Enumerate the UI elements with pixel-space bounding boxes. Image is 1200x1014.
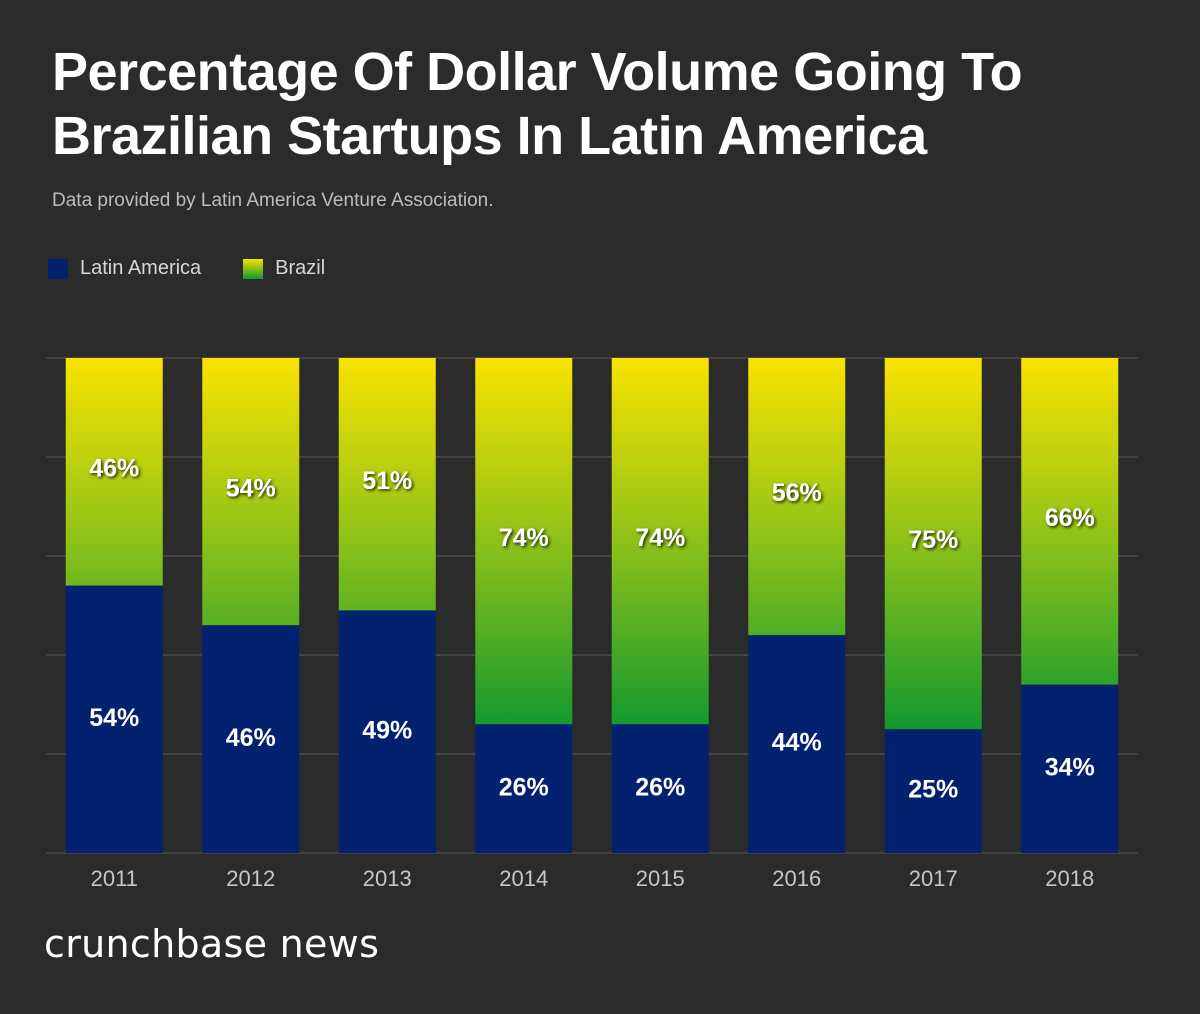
legend-label-latin-america: Latin America [80, 257, 202, 279]
bar-latin-america-2012 [202, 625, 300, 853]
label-brazil-2012: 54% [226, 474, 276, 502]
bars [65, 358, 1119, 853]
bar-latin-america-2018 [1021, 684, 1119, 853]
legend-item-latin-america: Latin America [48, 257, 201, 280]
label-brazil-2018: 66% [1045, 504, 1095, 532]
bar-brazil-2014 [475, 358, 573, 725]
chart-title-line-1: Percentage Of Dollar Volume Going To [52, 42, 1023, 102]
x-tick-2011: 2011 [91, 866, 138, 891]
bar-brazil-2013 [338, 358, 436, 611]
bar-latin-america-2013 [338, 610, 436, 853]
x-tick-2016: 2016 [772, 866, 821, 891]
chart-legend: Latin America Brazil [48, 257, 367, 280]
x-axis-ticks: 2011 2012 2013 2014 2015 2016 2017 2018 [91, 866, 1095, 891]
label-brazil-2016: 56% [772, 479, 822, 507]
crunchbase-news-logo: crunchbase news [44, 922, 380, 966]
bar-latin-america-2014 [475, 724, 573, 853]
label-latin-america-2017: 25% [908, 776, 958, 804]
bar-latin-america-2016 [748, 635, 846, 853]
label-latin-america-2011: 54% [89, 704, 139, 732]
label-latin-america-2013: 49% [362, 716, 412, 744]
legend-swatch-brazil [243, 258, 264, 279]
chart-title: Percentage Of Dollar Volume Going To Bra… [52, 40, 1152, 168]
label-brazil-2013: 51% [362, 467, 412, 495]
label-brazil-2017: 75% [908, 526, 958, 554]
legend-label-brazil: Brazil [275, 257, 326, 279]
x-tick-2015: 2015 [636, 866, 685, 891]
legend-swatch-latin-america [48, 258, 68, 279]
bar-latin-america-2017 [884, 729, 982, 853]
chart-subtitle: Data provided by Latin America Venture A… [52, 190, 494, 211]
label-latin-america-2016: 44% [772, 729, 822, 757]
label-brazil-2015: 74% [635, 524, 685, 552]
x-tick-2012: 2012 [226, 866, 275, 891]
bar-brazil-2016 [748, 358, 846, 636]
label-latin-america-2015: 26% [635, 773, 685, 801]
bar-brazil-2017 [884, 358, 982, 730]
label-brazil-2011: 46% [89, 454, 139, 482]
x-tick-2013: 2013 [363, 866, 412, 891]
bar-brazil-2018 [1021, 358, 1119, 685]
data-labels: 46% 54% 54% 46% 51% 49% 74% 26% 74% 26% 56% 44% 75% 2… [89, 454, 1095, 803]
x-tick-2014: 2014 [499, 866, 548, 891]
chart-title-line-2: Brazilian Startups In Latin America [52, 106, 927, 166]
bar-latin-america-2011 [65, 585, 163, 853]
bar-latin-america-2015 [611, 724, 709, 853]
bar-brazil-2015 [611, 358, 709, 725]
x-tick-2018: 2018 [1045, 866, 1094, 891]
bar-brazil-2011 [65, 358, 163, 586]
label-latin-america-2018: 34% [1045, 753, 1095, 781]
x-tick-2017: 2017 [909, 866, 958, 891]
label-latin-america-2012: 46% [226, 724, 276, 752]
legend-item-brazil: Brazil [243, 257, 325, 280]
label-brazil-2014: 74% [499, 524, 549, 552]
label-latin-america-2014: 26% [499, 773, 549, 801]
bar-brazil-2012 [202, 358, 300, 626]
